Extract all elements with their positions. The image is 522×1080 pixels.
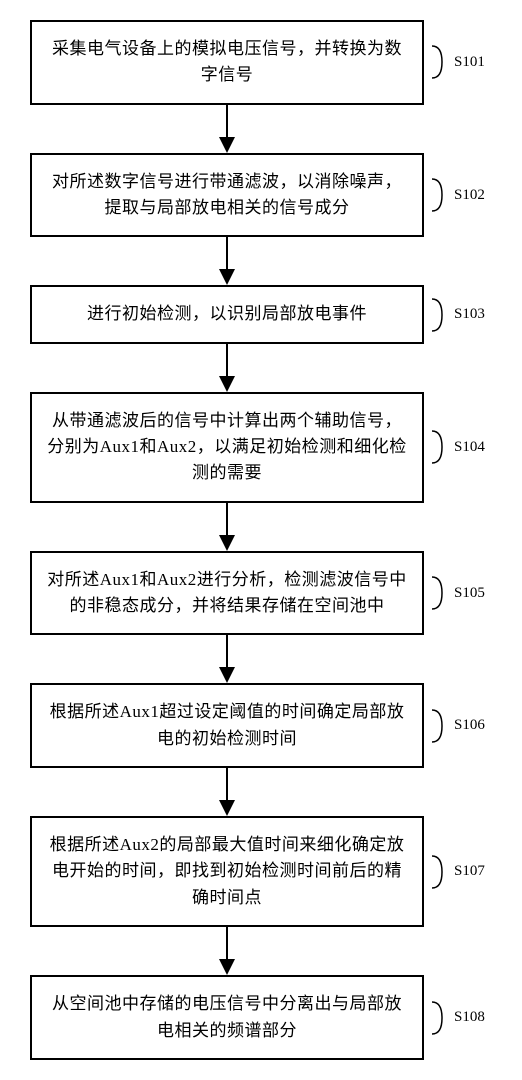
step-row: 从带通滤波后的信号中计算出两个辅助信号，分别为Aux1和Aux2，以满足初始检测… xyxy=(30,392,492,503)
step-id-label: S102 xyxy=(454,187,485,204)
step-id-label: S104 xyxy=(454,439,485,456)
flow-arrow xyxy=(30,768,492,816)
step-id-label: S108 xyxy=(454,1009,485,1026)
step-row: 进行初始检测，以识别局部放电事件 S103 xyxy=(30,285,492,343)
flow-arrow xyxy=(30,503,492,551)
step-id-label: S103 xyxy=(454,306,485,323)
flow-arrow xyxy=(30,344,492,392)
flowchart-container: 采集电气设备上的模拟电压信号，并转换为数字信号 S101 对所述数字信号进行带通… xyxy=(0,0,522,1080)
step-id-wrapper: S103 xyxy=(432,297,492,333)
step-id-wrapper: S104 xyxy=(432,429,492,465)
step-text: 从带通滤波后的信号中计算出两个辅助信号，分别为Aux1和Aux2，以满足初始检测… xyxy=(47,411,407,483)
connector-curve-icon xyxy=(432,854,450,890)
step-row: 根据所述Aux1超过设定阈值的时间确定局部放电的初始检测时间 S106 xyxy=(30,683,492,768)
connector-curve-icon xyxy=(432,177,450,213)
step-id-wrapper: S106 xyxy=(432,708,492,744)
step-id-wrapper: S108 xyxy=(432,1000,492,1036)
step-text: 采集电气设备上的模拟电压信号，并转换为数字信号 xyxy=(52,39,402,84)
step-box-s107: 根据所述Aux2的局部最大值时间来细化确定放电开始的时间，即找到初始检测时间前后… xyxy=(30,816,424,927)
step-row: 对所述数字信号进行带通滤波，以消除噪声，提取与局部放电相关的信号成分 S102 xyxy=(30,153,492,238)
step-row: 根据所述Aux2的局部最大值时间来细化确定放电开始的时间，即找到初始检测时间前后… xyxy=(30,816,492,927)
flow-arrow xyxy=(30,635,492,683)
step-id-wrapper: S102 xyxy=(432,177,492,213)
step-box-s102: 对所述数字信号进行带通滤波，以消除噪声，提取与局部放电相关的信号成分 xyxy=(30,153,424,238)
connector-curve-icon xyxy=(432,44,450,80)
flow-arrow xyxy=(30,927,492,975)
step-text: 进行初始检测，以识别局部放电事件 xyxy=(87,304,367,323)
step-id-label: S101 xyxy=(454,54,485,71)
step-id-label: S106 xyxy=(454,717,485,734)
step-box-s108: 从空间池中存储的电压信号中分离出与局部放电相关的频谱部分 xyxy=(30,975,424,1060)
step-id-label: S105 xyxy=(454,585,485,602)
step-row: 采集电气设备上的模拟电压信号，并转换为数字信号 S101 xyxy=(30,20,492,105)
connector-curve-icon xyxy=(432,575,450,611)
connector-curve-icon xyxy=(432,429,450,465)
step-box-s101: 采集电气设备上的模拟电压信号，并转换为数字信号 xyxy=(30,20,424,105)
flow-arrow xyxy=(30,237,492,285)
step-box-s104: 从带通滤波后的信号中计算出两个辅助信号，分别为Aux1和Aux2，以满足初始检测… xyxy=(30,392,424,503)
step-row: 对所述Aux1和Aux2进行分析，检测滤波信号中的非稳态成分，并将结果存储在空间… xyxy=(30,551,492,636)
step-id-wrapper: S107 xyxy=(432,854,492,890)
connector-curve-icon xyxy=(432,708,450,744)
step-text: 从空间池中存储的电压信号中分离出与局部放电相关的频谱部分 xyxy=(52,994,402,1039)
connector-curve-icon xyxy=(432,297,450,333)
step-id-wrapper: S101 xyxy=(432,44,492,80)
step-text: 对所述数字信号进行带通滤波，以消除噪声，提取与局部放电相关的信号成分 xyxy=(52,172,402,217)
connector-curve-icon xyxy=(432,1000,450,1036)
step-box-s105: 对所述Aux1和Aux2进行分析，检测滤波信号中的非稳态成分，并将结果存储在空间… xyxy=(30,551,424,636)
step-id-label: S107 xyxy=(454,863,485,880)
step-box-s103: 进行初始检测，以识别局部放电事件 xyxy=(30,285,424,343)
step-text: 对所述Aux1和Aux2进行分析，检测滤波信号中的非稳态成分，并将结果存储在空间… xyxy=(47,570,407,615)
step-id-wrapper: S105 xyxy=(432,575,492,611)
step-box-s106: 根据所述Aux1超过设定阈值的时间确定局部放电的初始检测时间 xyxy=(30,683,424,768)
step-text: 根据所述Aux1超过设定阈值的时间确定局部放电的初始检测时间 xyxy=(50,702,405,747)
step-text: 根据所述Aux2的局部最大值时间来细化确定放电开始的时间，即找到初始检测时间前后… xyxy=(50,835,405,907)
flow-arrow xyxy=(30,105,492,153)
step-row: 从空间池中存储的电压信号中分离出与局部放电相关的频谱部分 S108 xyxy=(30,975,492,1060)
